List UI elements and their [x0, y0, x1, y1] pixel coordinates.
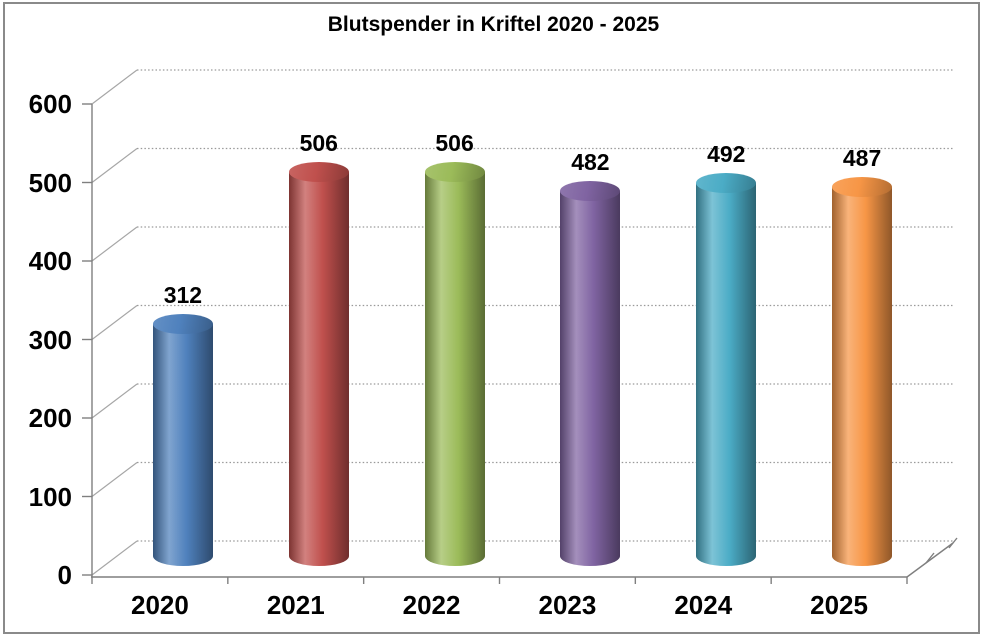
chart-title: Blutspender in Kriftel 2020 - 2025 [327, 13, 660, 36]
